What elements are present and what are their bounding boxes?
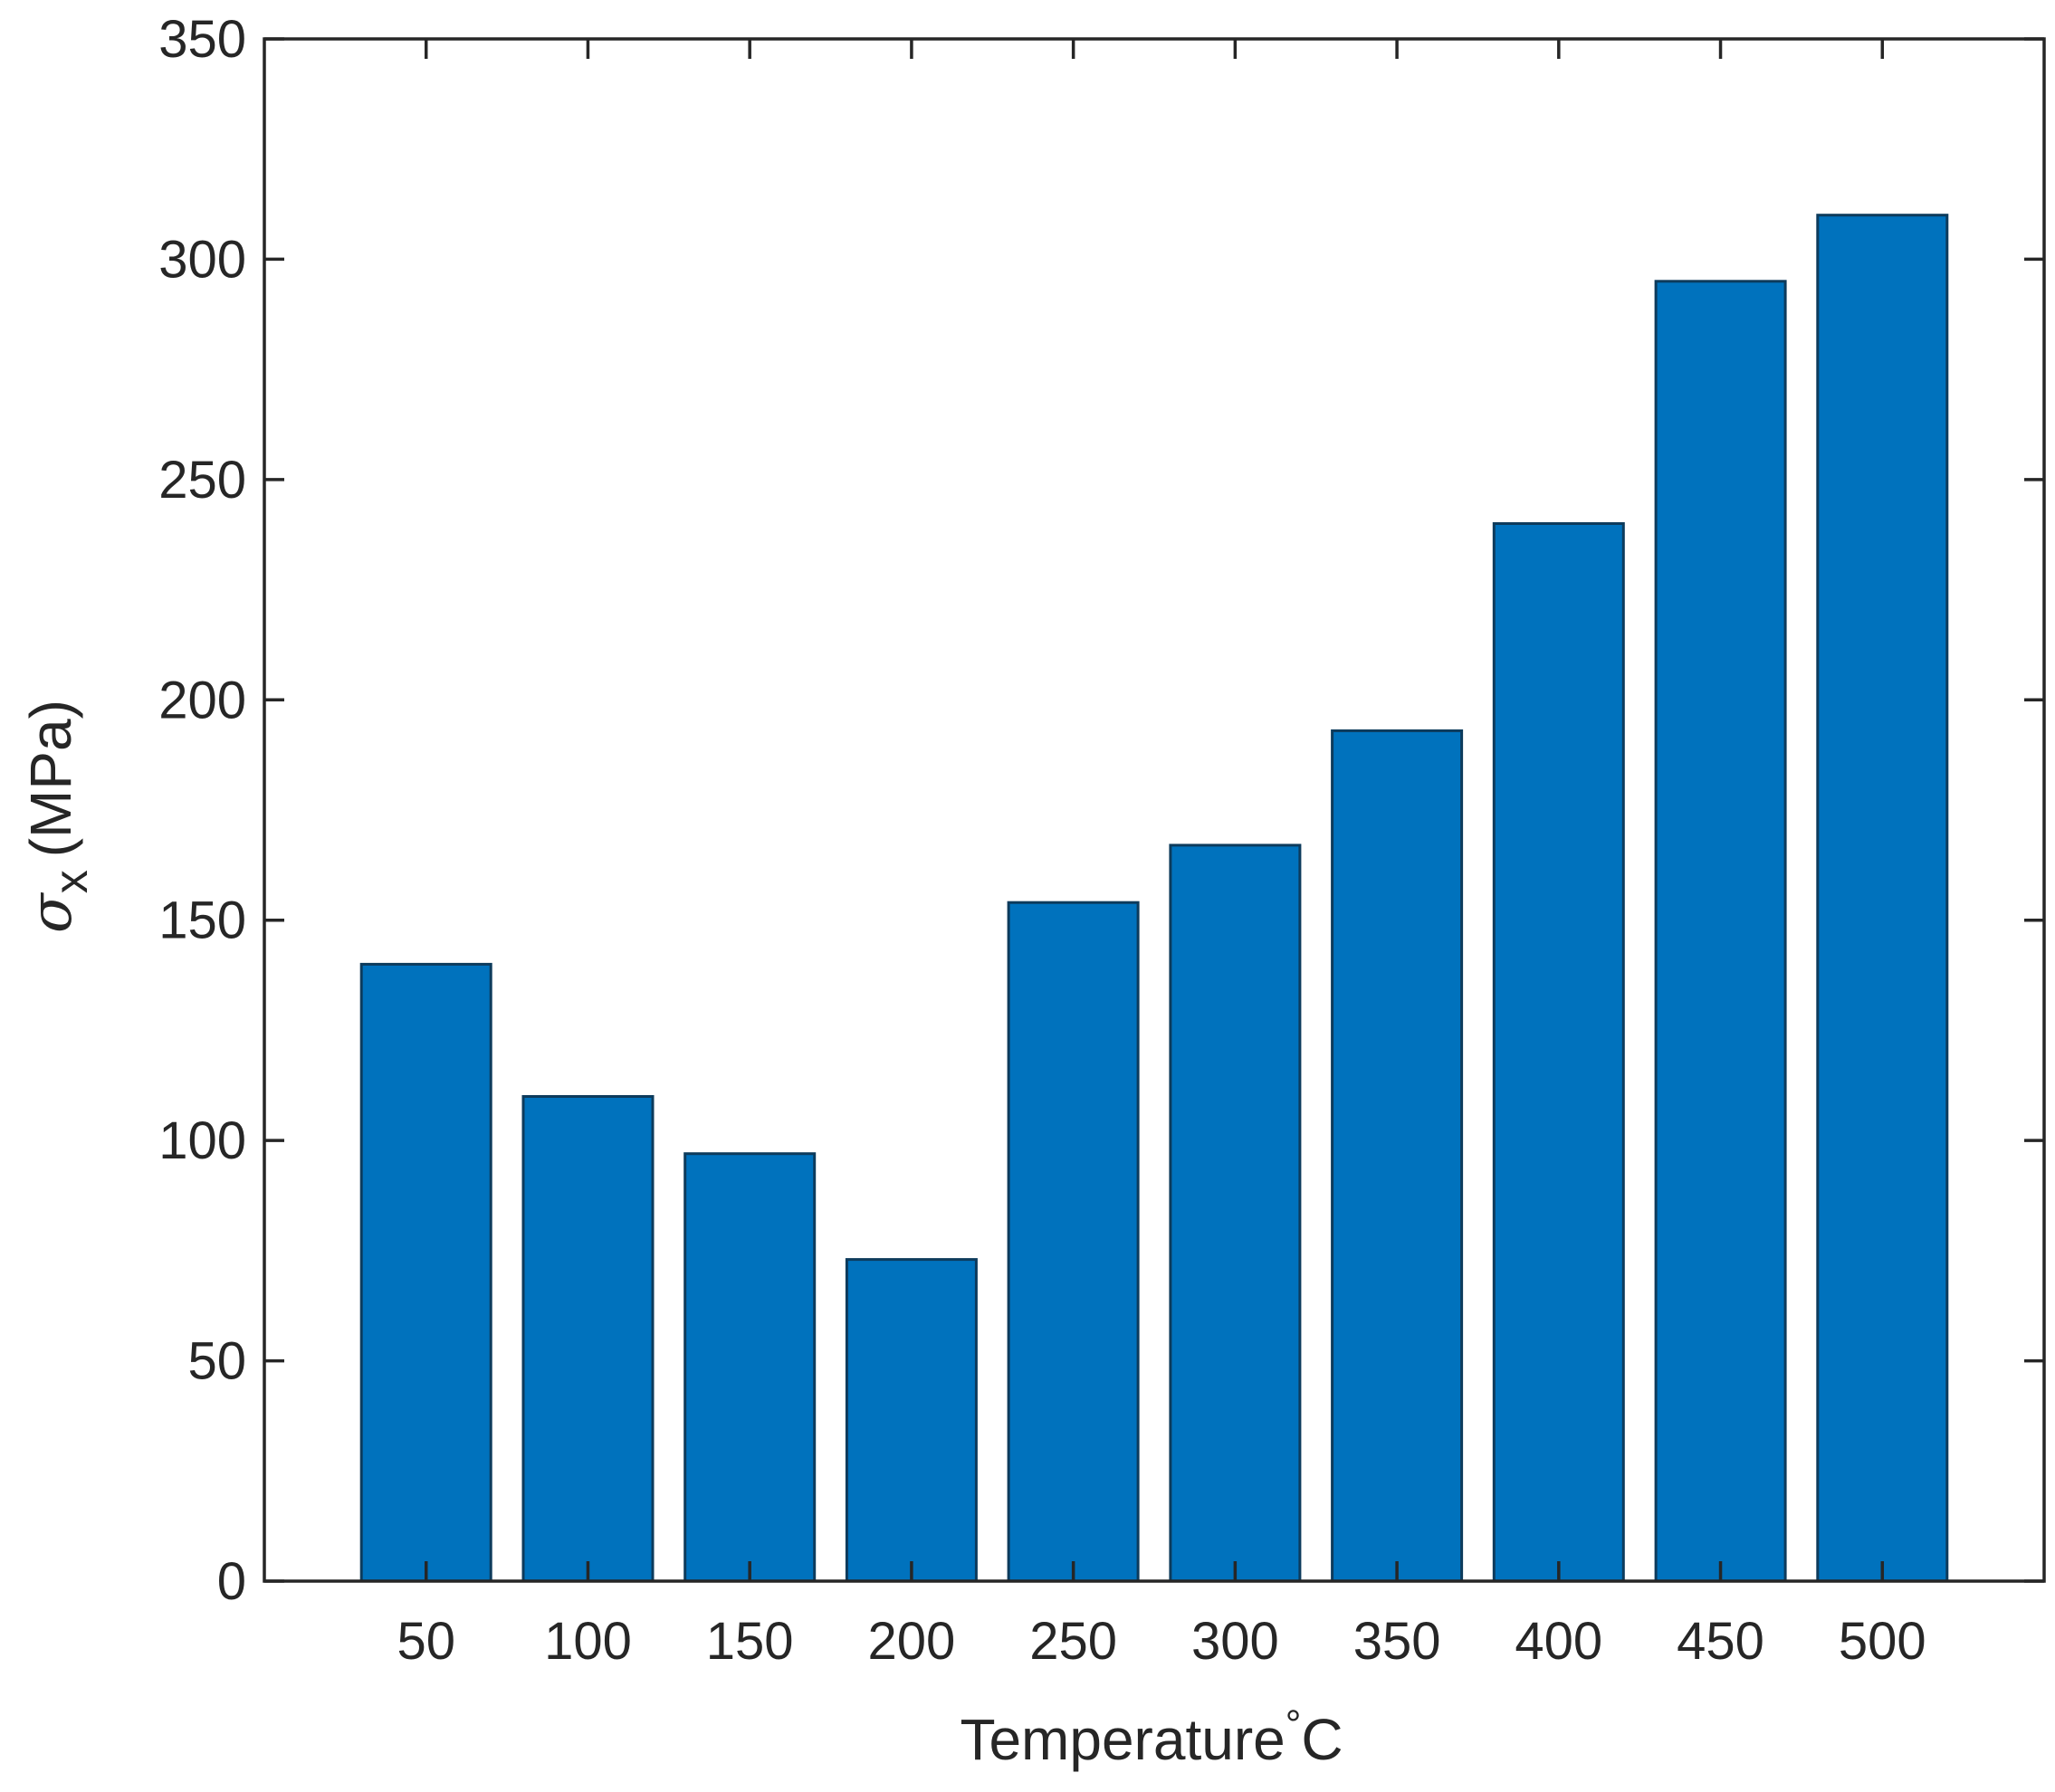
- ticks-layer: [264, 37, 2044, 1583]
- y-tick-label-350: 350: [158, 10, 246, 69]
- bar-400: [1492, 522, 1625, 1583]
- plot-frame: [263, 37, 2046, 1583]
- y-tick-label-250: 250: [158, 451, 246, 510]
- bar-150: [683, 1152, 817, 1583]
- x-tick-label-150: 150: [706, 1612, 794, 1671]
- y-tick-label-200: 200: [158, 671, 246, 729]
- bar-200: [845, 1258, 978, 1583]
- y-tick-labels: 0 50 100 150 200 250 300 350: [158, 10, 246, 1611]
- y-tick-label-50: 50: [187, 1332, 246, 1391]
- bar-500: [1816, 214, 1949, 1583]
- x-axis-title-main: Temperature: [960, 1707, 1285, 1772]
- y-tick-label-100: 100: [158, 1111, 246, 1170]
- x-tick-label-200: 200: [868, 1612, 956, 1671]
- x-tick-label-450: 450: [1677, 1612, 1764, 1671]
- y-axis-title-subscript: x: [45, 870, 98, 893]
- x-tick-label-100: 100: [544, 1612, 632, 1671]
- bar-250: [1007, 901, 1140, 1583]
- x-tick-label-50: 50: [397, 1612, 455, 1671]
- y-axis-title-unit: (MPa): [18, 700, 83, 857]
- x-axis-title: Temperature°C: [960, 1702, 1343, 1772]
- x-tick-labels: 50 100 150 200 250 300 350 400 450 500: [397, 1612, 1926, 1671]
- bar-300: [1169, 844, 1302, 1583]
- bar-50: [359, 962, 492, 1583]
- bar-450: [1654, 280, 1787, 1583]
- x-tick-label-350: 350: [1353, 1612, 1441, 1671]
- y-axis-title: σx (MPa): [18, 700, 98, 933]
- y-tick-label-0: 0: [217, 1552, 246, 1611]
- x-tick-label-300: 300: [1191, 1612, 1279, 1671]
- bars-layer: [359, 214, 1949, 1583]
- bar-100: [521, 1095, 655, 1583]
- x-axis-title-unit: C: [1301, 1707, 1343, 1772]
- y-tick-label-150: 150: [158, 891, 246, 950]
- y-tick-label-300: 300: [158, 230, 246, 289]
- x-axis-title-degree: °: [1286, 1702, 1302, 1747]
- y-axis-title-symbol: σ: [18, 891, 85, 933]
- bar-350: [1331, 729, 1464, 1583]
- x-tick-label-500: 500: [1839, 1612, 1926, 1671]
- x-tick-label-400: 400: [1515, 1612, 1602, 1671]
- x-tick-label-250: 250: [1029, 1612, 1117, 1671]
